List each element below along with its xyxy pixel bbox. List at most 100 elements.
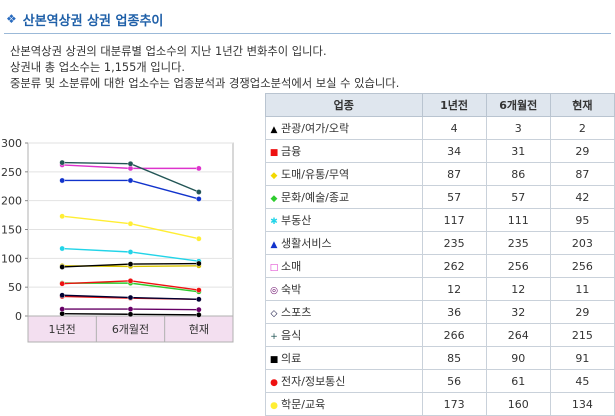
x-tick-label: 1년전 xyxy=(49,323,76,336)
value-cell-6month: 57 xyxy=(485,185,551,209)
table-row: ◆ 문화/예술/종교 57 57 42 xyxy=(265,185,615,209)
data-point xyxy=(196,287,202,293)
value-cell-6month: 90 xyxy=(485,346,551,370)
value-cell-1year: 117 xyxy=(421,208,487,232)
data-point xyxy=(127,311,134,318)
y-tick-label: 150 xyxy=(1,224,22,237)
data-point xyxy=(127,261,134,267)
title-divider xyxy=(4,33,611,34)
category-name: 전자/정보통신 xyxy=(281,375,346,388)
category-cell: ▲ 관광/여가/오락 xyxy=(265,116,423,140)
table-row: ▲ 관광/여가/오락 4 3 2 xyxy=(265,116,615,140)
category-name: 숙박 xyxy=(281,283,302,296)
category-name: 스포츠 xyxy=(281,306,312,319)
data-point xyxy=(59,264,65,270)
page-title: ❖ 산본역상권 상권 업종추이 xyxy=(6,8,163,30)
series-marker-icon: + xyxy=(270,332,278,342)
data-point xyxy=(59,245,65,252)
category-name: 소매 xyxy=(281,260,302,273)
data-point xyxy=(196,196,202,202)
data-point xyxy=(127,294,134,301)
business-table-wrap: 업종 1년전 6개월전 현재 ▲ 관광/여가/오락 4 3 2 ■ 금융 34 31 29 ◆ 도매/… xyxy=(265,93,615,416)
description-line-1: 산본역상권 상권의 대분류별 업소수의 지난 1년간 변화추이 입니다. xyxy=(10,45,327,58)
description: 산본역상권 상권의 대분류별 업소수의 지난 1년간 변화추이 입니다. 상권내… xyxy=(10,44,399,92)
table-row: ◇ 스포츠 36 32 29 xyxy=(265,300,615,324)
value-cell-current: 256 xyxy=(549,254,615,278)
data-point xyxy=(196,296,202,303)
data-point xyxy=(127,306,134,312)
description-line-3: 중분류 및 소분류에 대한 업소수는 업종분석과 경쟁업소분석에서 보실 수 있… xyxy=(10,77,400,90)
table-row: ▲ 생활서비스 235 235 203 xyxy=(265,231,615,255)
trend-chart: 0 50 100 150 200 250 300 1년전 6개월전 현재 xyxy=(0,134,240,346)
value-cell-1year: 56 xyxy=(421,369,487,393)
category-name: 문화/예술/종교 xyxy=(281,191,350,204)
table-row: ● 전자/정보통신 56 61 45 xyxy=(265,369,615,393)
category-cell: ◎ 숙박 xyxy=(265,277,423,301)
data-point xyxy=(59,306,65,312)
value-cell-1year: 87 xyxy=(421,162,487,186)
data-point xyxy=(59,177,65,184)
value-cell-current: 134 xyxy=(549,392,615,416)
value-cell-1year: 85 xyxy=(421,346,487,370)
data-point xyxy=(196,165,202,172)
value-cell-current: 87 xyxy=(549,162,615,186)
table-row: ■ 금융 34 31 29 xyxy=(265,139,615,163)
y-tick-label: 0 xyxy=(15,310,22,323)
data-point xyxy=(59,292,65,299)
y-tick-label: 300 xyxy=(1,137,22,150)
data-point xyxy=(127,220,134,227)
page-title-text: 산본역상권 상권 업종추이 xyxy=(22,13,164,29)
business-table: 업종 1년전 6개월전 현재 ▲ 관광/여가/오락 4 3 2 ■ 금융 34 31 29 ◆ 도매/… xyxy=(265,93,615,416)
y-tick-label: 100 xyxy=(1,252,22,265)
table-row: □ 소매 262 256 256 xyxy=(265,254,615,278)
value-cell-1year: 266 xyxy=(421,323,487,347)
series-marker-icon: ■ xyxy=(269,355,279,365)
value-cell-current: 215 xyxy=(549,323,615,347)
x-axis-band xyxy=(27,315,234,343)
category-name: 의료 xyxy=(281,352,302,365)
value-cell-current: 95 xyxy=(549,208,615,232)
category-name: 금융 xyxy=(281,145,302,158)
category-cell: ◆ 도매/유통/무역 xyxy=(265,162,423,186)
category-cell: ◆ 문화/예술/종교 xyxy=(265,185,423,209)
data-point xyxy=(127,249,134,255)
value-cell-6month: 86 xyxy=(485,162,551,186)
table-row: + 음식 266 264 215 xyxy=(265,323,615,347)
value-cell-6month: 61 xyxy=(485,369,551,393)
value-cell-1year: 12 xyxy=(421,277,487,301)
table-row: ● 학문/교육 173 160 134 xyxy=(265,392,615,416)
category-cell: ■ 금융 xyxy=(265,139,423,163)
series-marker-icon: ✱ xyxy=(270,217,278,227)
value-cell-6month: 160 xyxy=(485,392,551,416)
category-name: 생활서비스 xyxy=(281,237,332,250)
category-name: 부동산 xyxy=(281,214,312,227)
value-cell-1year: 173 xyxy=(421,392,487,416)
value-cell-1year: 57 xyxy=(421,185,487,209)
value-cell-1year: 4 xyxy=(421,116,487,140)
value-cell-6month: 264 xyxy=(485,323,551,347)
value-cell-6month: 256 xyxy=(485,254,551,278)
category-cell: ▲ 생활서비스 xyxy=(265,231,423,255)
value-cell-current: 45 xyxy=(549,369,615,393)
col-header-6month: 6개월전 xyxy=(485,93,551,117)
value-cell-current: 91 xyxy=(549,346,615,370)
category-name: 음식 xyxy=(281,329,302,342)
value-cell-6month: 3 xyxy=(485,116,551,140)
category-cell: ● 전자/정보통신 xyxy=(265,369,423,393)
value-cell-current: 2 xyxy=(549,116,615,140)
table-row: ✱ 부동산 117 111 95 xyxy=(265,208,615,232)
value-cell-6month: 12 xyxy=(485,277,551,301)
value-cell-6month: 111 xyxy=(485,208,551,232)
value-cell-1year: 36 xyxy=(421,300,487,324)
category-name: 도매/유통/무역 xyxy=(281,168,350,181)
col-header-1year: 1년전 xyxy=(421,93,487,117)
data-point xyxy=(127,278,134,284)
data-point xyxy=(196,306,202,313)
data-point xyxy=(127,160,134,167)
series-marker-icon: □ xyxy=(269,263,279,273)
series-marker-icon: ● xyxy=(270,378,278,388)
col-header-category: 업종 xyxy=(265,93,423,117)
value-cell-1year: 34 xyxy=(421,139,487,163)
table-row: ◆ 도매/유통/무역 87 86 87 xyxy=(265,162,615,186)
trend-chart-svg: 0 50 100 150 200 250 300 1년전 6개월전 현재 xyxy=(1,137,234,343)
